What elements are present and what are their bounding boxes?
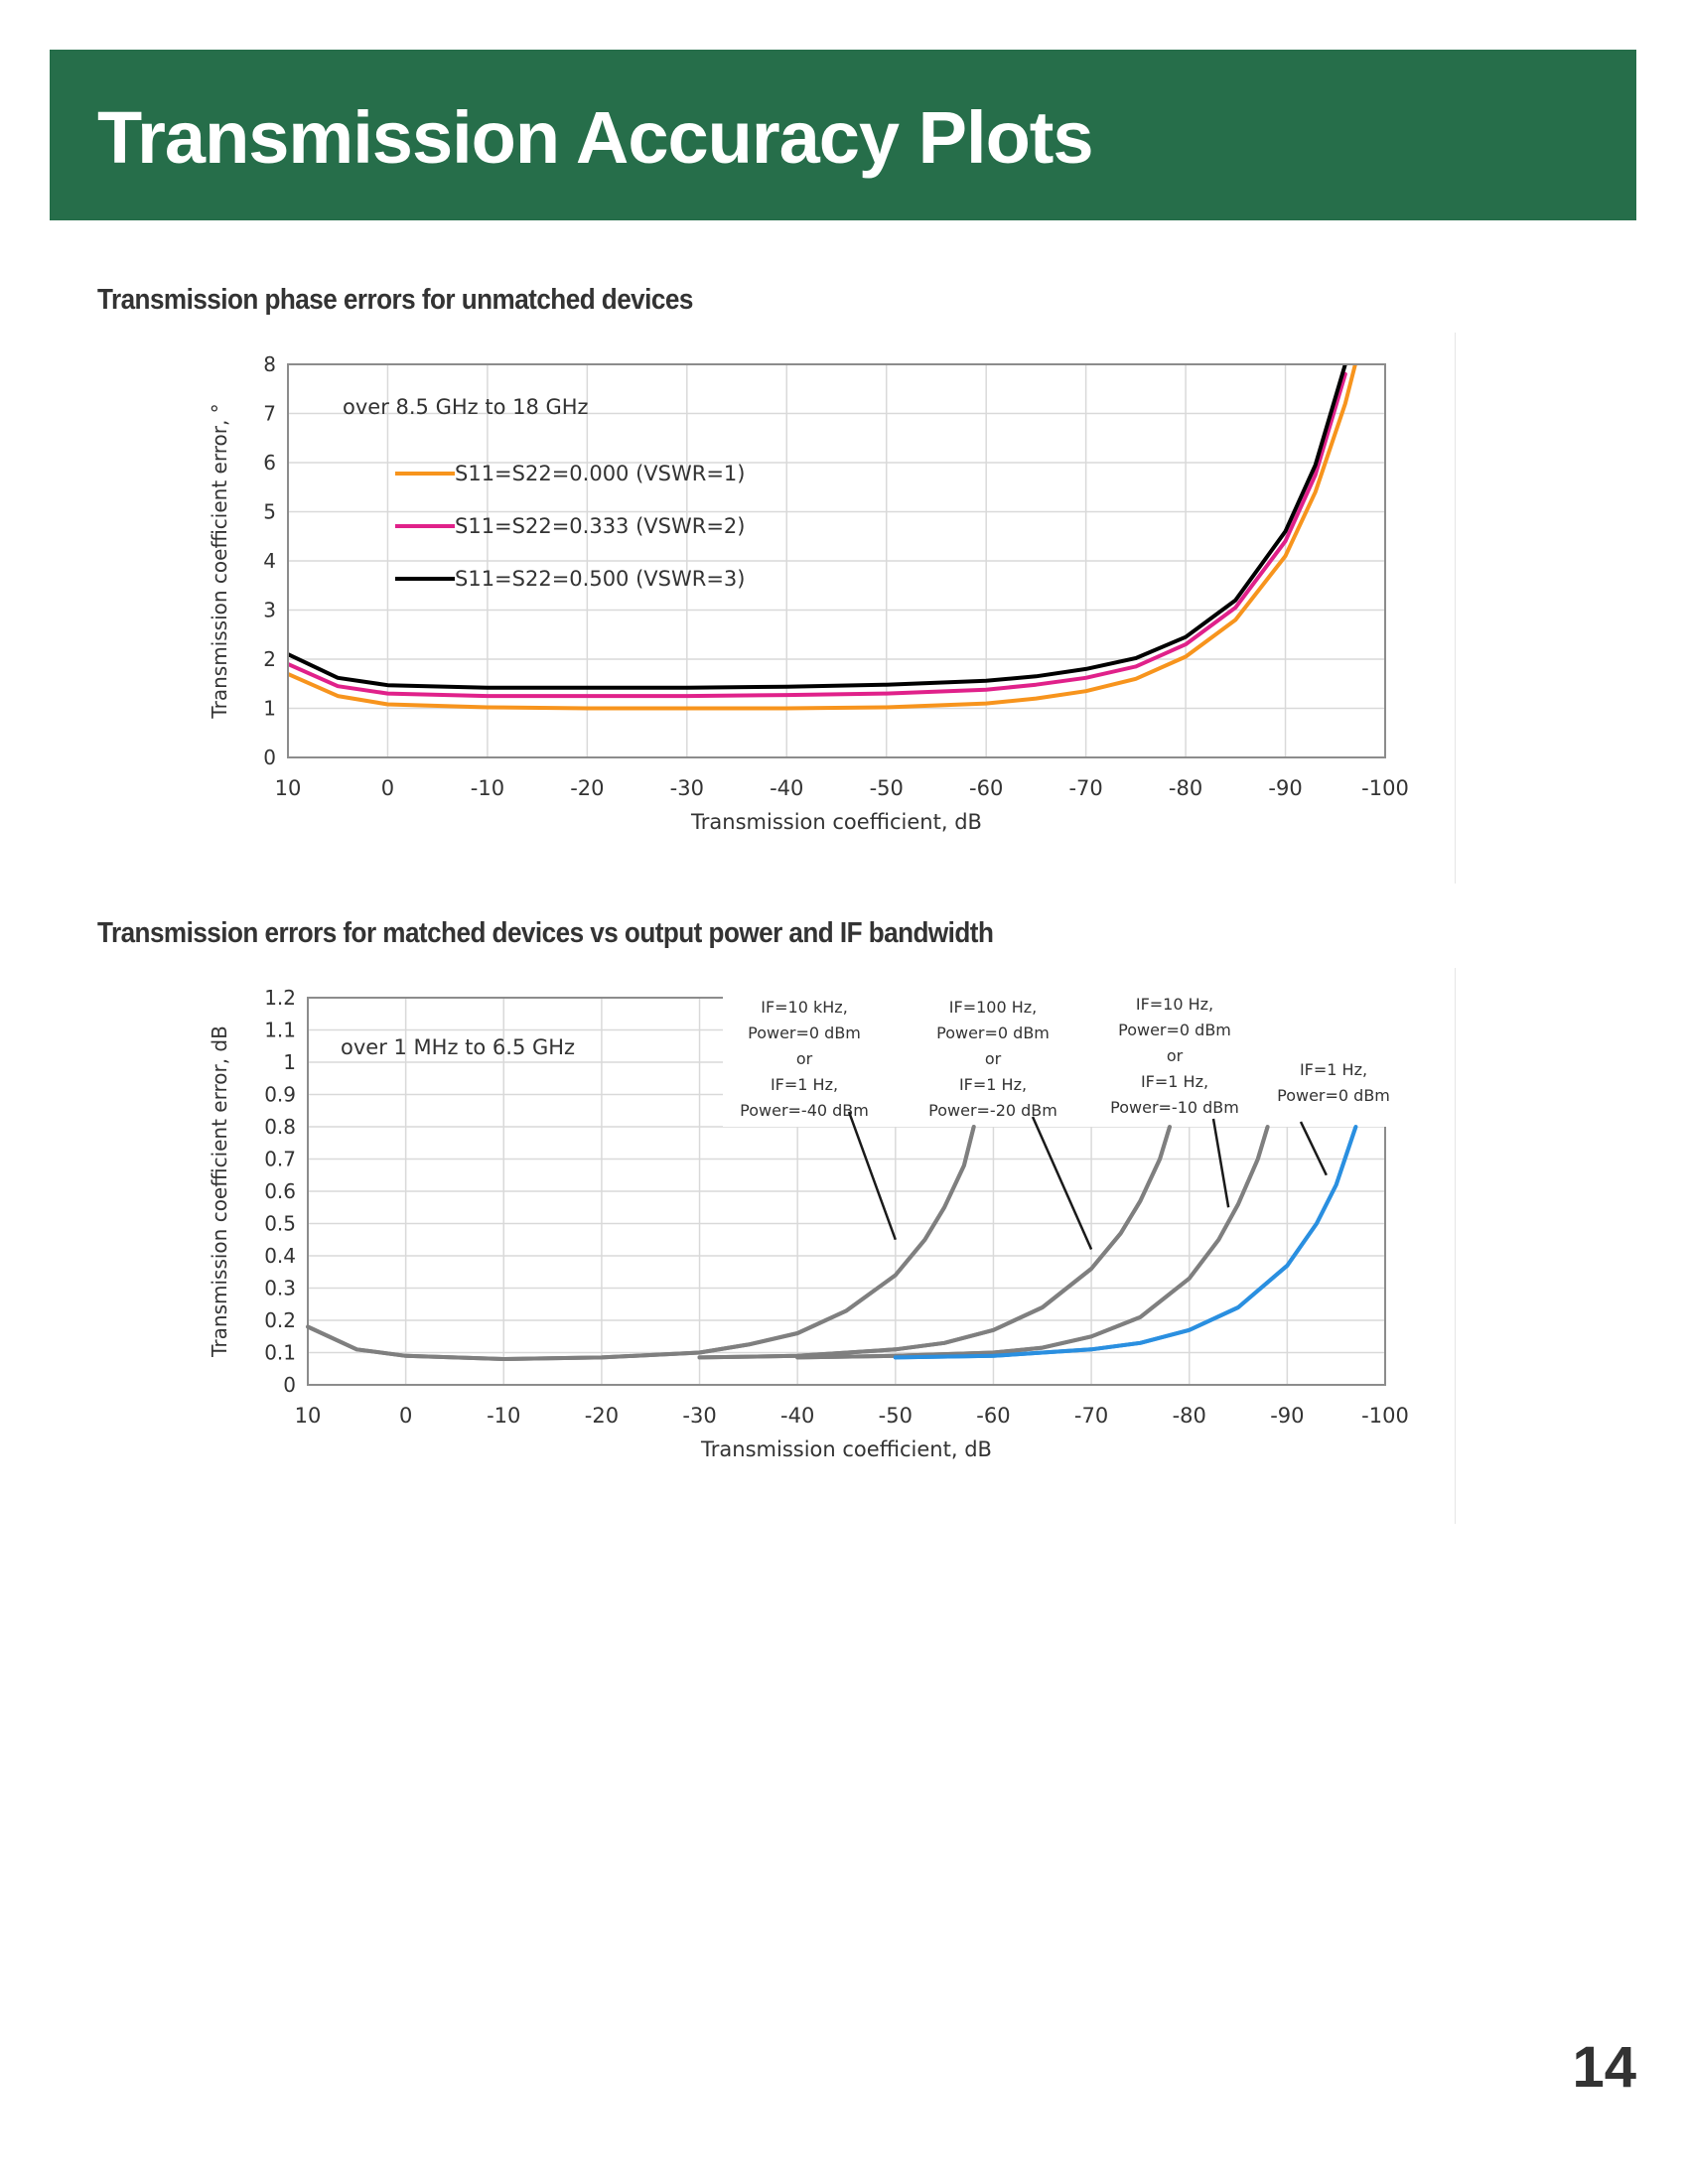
- chart2-ytick-label: 1.2: [264, 986, 296, 1010]
- chart1-xtick-label: -100: [1361, 776, 1409, 800]
- chart1-ytick-label: 8: [263, 352, 276, 376]
- chart2-ytick-label: 0.7: [264, 1148, 296, 1171]
- chart2-callout-2-line: Power=-20 dBm: [928, 1101, 1057, 1120]
- chart1-ytick-label: 5: [263, 500, 276, 524]
- chart1-legend-label-3: S11=S22=0.500 (VSWR=3): [455, 567, 745, 591]
- chart2-xlabel: Transmission coefficient, dB: [700, 1437, 992, 1461]
- chart1-xtick-label: -40: [770, 776, 803, 800]
- chart2-callout-4-line: IF=1 Hz,: [1300, 1060, 1367, 1079]
- chart2-xtick-label: 0: [399, 1404, 412, 1428]
- chart1-xtick-label: 0: [381, 776, 394, 800]
- chart2-ytick-label: 0.8: [264, 1115, 296, 1139]
- chart1-xtick-label: -90: [1268, 776, 1302, 800]
- chart2-ylabel: Transmission coefficient error, dB: [208, 1025, 231, 1358]
- chart2-callout-leader-3: [1211, 1118, 1230, 1208]
- chart2-ytick-label: 0.1: [264, 1341, 296, 1365]
- chart2-caption: Transmission errors for matched devices …: [97, 917, 994, 949]
- chart2-xtick-label: -70: [1074, 1404, 1108, 1428]
- chart1-xtick-label: -70: [1068, 776, 1102, 800]
- chart1-xtick-label: -10: [471, 776, 504, 800]
- chart2-series-line-1: [308, 1125, 976, 1361]
- page-title: Transmission Accuracy Plots: [97, 96, 1094, 179]
- chart2-callout-2-line: Power=0 dBm: [936, 1024, 1050, 1042]
- chart2-callout-1-line: Power=0 dBm: [748, 1024, 861, 1042]
- chart1-ytick-label: 3: [263, 599, 276, 622]
- chart1-xlabel: Transmission coefficient, dB: [690, 810, 982, 834]
- chart1-ytick-label: 7: [263, 402, 276, 426]
- chart2-series-line-top-1: [306, 1125, 976, 1361]
- chart2-callout-1-line: or: [796, 1049, 813, 1068]
- chart1-plot-frame: [287, 363, 1386, 758]
- chart2-xtick-label: -10: [487, 1404, 520, 1428]
- chart2-callout-3-line: IF=1 Hz,: [1141, 1072, 1208, 1091]
- chart2-xtick-label: -90: [1270, 1404, 1304, 1428]
- chart2-ytick-label: 1.1: [264, 1019, 296, 1042]
- chart2-ytick-label: 0.3: [264, 1277, 296, 1300]
- chart1-svg: 10 0 -10 -20 -30 -40 -50 -60 -70 -80 -90 -100 0 1 2 3 4 5…: [208, 352, 1409, 834]
- chart2-xtick-label: -20: [585, 1404, 619, 1428]
- header-banner: Transmission Accuracy Plots: [50, 50, 1636, 220]
- chart1-xtick-label: 10: [275, 776, 302, 800]
- chart2-xtick-label: 10: [295, 1404, 322, 1428]
- chart1-legend-label-2: S11=S22=0.333 (VSWR=2): [455, 514, 745, 538]
- chart1-series-line-2: [288, 371, 1347, 699]
- chart1-series-line-1: [288, 364, 1357, 711]
- chart2-ytick-label: 1: [283, 1050, 296, 1074]
- chart2-ytick-label: 0: [283, 1373, 296, 1397]
- chart1-ytick-label: 6: [263, 451, 276, 475]
- chart2-callout-2-line: or: [985, 1049, 1002, 1068]
- chart2-callout-leader-1: [847, 1111, 897, 1241]
- chart2-series-line-top-2: [697, 1125, 1172, 1360]
- chart2-callout-3-line: Power=-10 dBm: [1110, 1098, 1239, 1117]
- chart1-ytick-label: 1: [263, 697, 276, 721]
- chart2-callout-backdrop: [723, 968, 1390, 1127]
- chart2-callout-3-line: or: [1167, 1046, 1184, 1065]
- chart2-xtick-label: -100: [1361, 1404, 1409, 1428]
- chart2-callout-1-line: IF=1 Hz,: [771, 1075, 838, 1094]
- chart2-callout-3-line: IF=10 Hz,: [1136, 995, 1213, 1014]
- chart1-ytick-label: 0: [263, 746, 276, 769]
- chart1-legend-label-1: S11=S22=0.000 (VSWR=1): [455, 462, 745, 485]
- chart1-ytick-label: 2: [263, 647, 276, 671]
- chart2-ytick-label: 0.9: [264, 1083, 296, 1107]
- chart1-ytick-label: 4: [263, 549, 276, 573]
- chart2-xtick-label: -50: [879, 1404, 913, 1428]
- chart2-annotation: over 1 MHz to 6.5 GHz: [341, 1035, 575, 1059]
- chart2-ytick-label: 0.2: [264, 1308, 296, 1332]
- chart2-callout-1-line: IF=10 kHz,: [761, 998, 848, 1017]
- chart2-xtick-label: -40: [780, 1404, 814, 1428]
- chart2-callout-4-line: Power=0 dBm: [1277, 1086, 1390, 1105]
- chart2-callout-1-line: Power=-40 dBm: [740, 1101, 869, 1120]
- chart1-annotation: over 8.5 GHz to 18 GHz: [343, 395, 589, 419]
- chart2-series-line-top-4: [893, 1125, 1358, 1360]
- chart2-ytick-label: 0.4: [264, 1244, 296, 1268]
- chart1-xtick-label: -60: [969, 776, 1003, 800]
- chart2-callout-2-line: IF=100 Hz,: [949, 998, 1037, 1017]
- chart2-callout-leader-4: [1299, 1121, 1328, 1176]
- chart2-callout-2-line: IF=1 Hz,: [959, 1075, 1027, 1094]
- chart2-svg: 10 0 -10 -20 -30 -40 -50 -60 -70 -80 -90 -100 0 0.1 0.…: [208, 968, 1409, 1461]
- chart2-series-line-2: [697, 1125, 1172, 1360]
- chart1-xtick-label: -20: [570, 776, 604, 800]
- chart2-ytick-label: 0.5: [264, 1212, 296, 1236]
- chart2-container: 10 0 -10 -20 -30 -40 -50 -60 -70 -80 -90 -100 0 0.1 0.…: [199, 968, 1456, 1524]
- chart1-caption: Transmission phase errors for unmatched …: [97, 284, 693, 316]
- chart1-container: 10 0 -10 -20 -30 -40 -50 -60 -70 -80 -90 -100 0 1 2 3 4 5…: [199, 333, 1456, 884]
- chart1-series-line-3: [288, 364, 1347, 690]
- page-number: 14: [1572, 2035, 1636, 2100]
- chart2-callout-leader-2: [1031, 1116, 1093, 1251]
- chart1-ylabel: Transmission coefficient error, °: [208, 403, 231, 719]
- chart2-ytick-label: 0.6: [264, 1179, 296, 1203]
- chart2-xtick-label: -60: [976, 1404, 1010, 1428]
- chart2-series-line-top-3: [795, 1125, 1270, 1360]
- chart2-xtick-label: -80: [1173, 1404, 1206, 1428]
- chart1-xtick-label: -30: [670, 776, 704, 800]
- chart2-callout-3-line: Power=0 dBm: [1118, 1021, 1231, 1039]
- chart1-xtick-label: -80: [1169, 776, 1202, 800]
- chart2-xtick-label: -30: [682, 1404, 716, 1428]
- chart1-xtick-label: -50: [870, 776, 904, 800]
